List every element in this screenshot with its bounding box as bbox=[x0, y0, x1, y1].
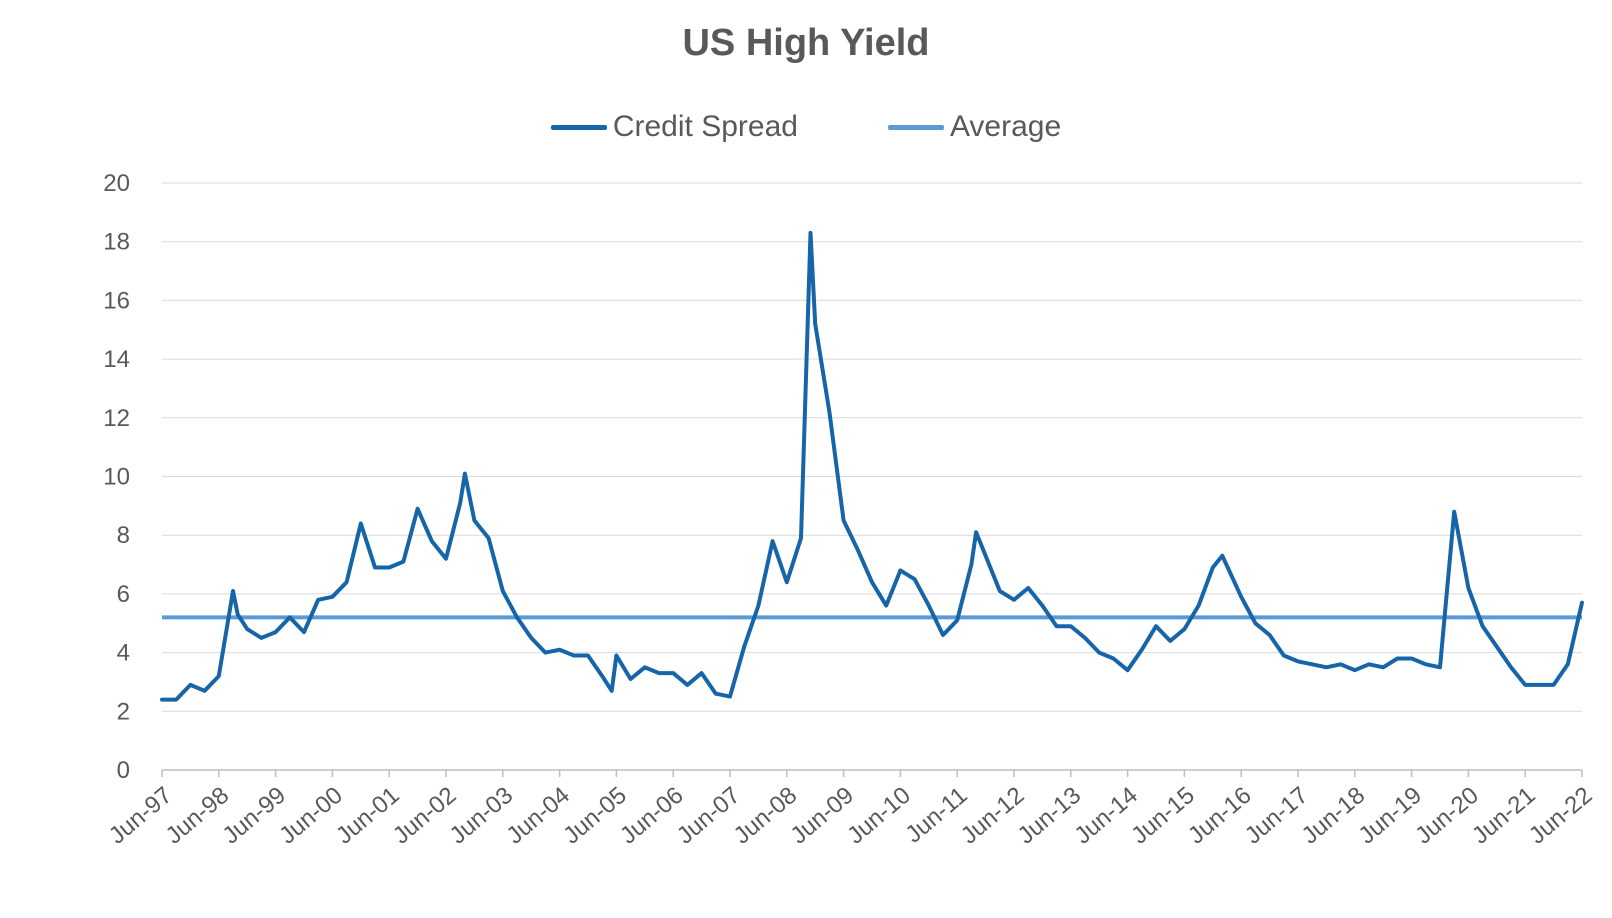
y-tick-label: 18 bbox=[103, 229, 130, 256]
x-tick-label: Jun-12 bbox=[956, 782, 1030, 850]
x-tick-label: Jun-11 bbox=[900, 782, 972, 849]
legend-swatch-average bbox=[887, 124, 944, 130]
y-tick-label: 12 bbox=[103, 405, 130, 432]
x-tick-label: Jun-14 bbox=[1069, 782, 1143, 850]
x-tick-label: Jun-22 bbox=[1524, 782, 1598, 850]
x-tick-label: Jun-09 bbox=[785, 782, 859, 850]
x-tick-label: Jun-16 bbox=[1183, 782, 1257, 850]
x-tick-label: Jun-05 bbox=[558, 782, 632, 850]
y-tick-label: 8 bbox=[117, 522, 130, 549]
y-tick-label: 6 bbox=[117, 581, 130, 608]
x-tick-label: Jun-99 bbox=[217, 782, 291, 850]
y-tick-label: 4 bbox=[117, 640, 130, 667]
y-tick-label: 10 bbox=[103, 464, 130, 491]
x-tick-label: Jun-04 bbox=[501, 782, 575, 850]
x-tick-label: Jun-15 bbox=[1126, 782, 1200, 850]
legend-label-average: Average bbox=[949, 110, 1062, 143]
x-tick-label: Jun-97 bbox=[104, 782, 178, 850]
x-tick-label: Jun-01 bbox=[331, 782, 405, 850]
x-tick-label: Jun-21 bbox=[1467, 782, 1541, 850]
credit-spread-line bbox=[160, 230, 1584, 702]
x-tick-label: Jun-00 bbox=[274, 782, 348, 850]
y-tick-label: 16 bbox=[103, 287, 130, 314]
legend-label-credit-spread: Credit Spread bbox=[612, 110, 798, 143]
x-tick-label: Jun-06 bbox=[615, 782, 689, 850]
y-tick-label: 14 bbox=[103, 346, 130, 373]
x-tick-label: Jun-98 bbox=[161, 782, 235, 850]
legend-swatch-credit-spread bbox=[550, 124, 607, 130]
x-tick-label: Jun-18 bbox=[1297, 782, 1371, 850]
y-tick-label: 2 bbox=[117, 698, 130, 725]
x-tick-label: Jun-17 bbox=[1240, 782, 1314, 850]
y-tick-label: 20 bbox=[103, 170, 130, 197]
x-tick-label: Jun-02 bbox=[388, 782, 462, 850]
legend-item-credit-spread[interactable]: Credit Spread bbox=[550, 110, 798, 144]
chart-title: US High Yield bbox=[682, 22, 930, 64]
x-tick-label: Jun-13 bbox=[1013, 782, 1087, 850]
x-tick-label: Jun-10 bbox=[842, 782, 916, 850]
legend-item-average[interactable]: Average bbox=[887, 110, 1062, 144]
x-tick-label: Jun-19 bbox=[1353, 782, 1427, 850]
legend: Credit Spread Average bbox=[0, 110, 1612, 144]
y-tick-label: 0 bbox=[117, 757, 130, 784]
x-tick-label: Jun-08 bbox=[729, 782, 803, 850]
x-tick-label: Jun-03 bbox=[445, 782, 519, 850]
x-tick-label: Jun-20 bbox=[1410, 782, 1484, 850]
x-tick-label: Jun-07 bbox=[672, 782, 746, 850]
